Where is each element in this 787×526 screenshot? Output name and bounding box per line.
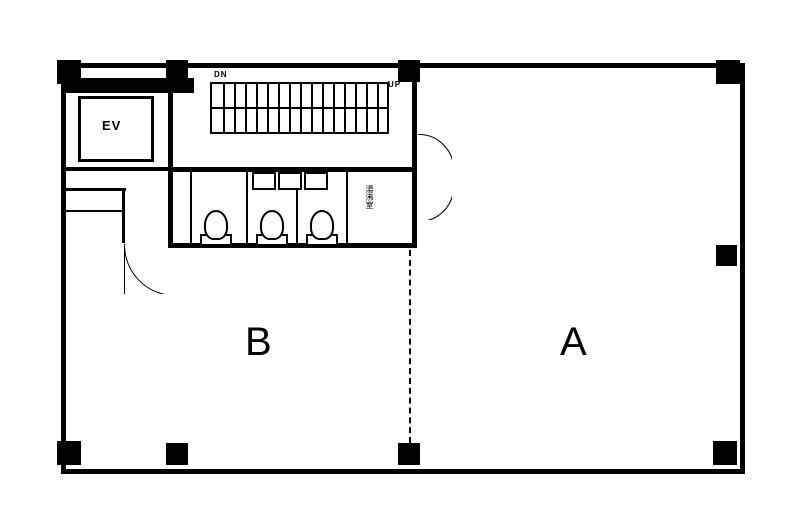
inner-wall	[66, 210, 124, 212]
partition	[190, 171, 192, 245]
stairs	[210, 82, 389, 134]
column	[166, 60, 188, 82]
column	[713, 441, 737, 465]
column	[716, 245, 737, 266]
column	[716, 60, 740, 84]
inner-wall	[412, 68, 417, 248]
floorplan-stage: EV UP DN 湯沸室	[0, 0, 787, 526]
inner-wall	[168, 80, 173, 248]
sink	[252, 172, 276, 190]
sink	[304, 172, 328, 190]
column	[57, 441, 81, 465]
column	[166, 443, 188, 465]
inner-wall	[66, 167, 176, 171]
column	[398, 443, 420, 465]
elevator-label: EV	[102, 118, 121, 133]
door-arc	[418, 134, 452, 168]
zone-divider	[409, 250, 411, 443]
column	[57, 60, 81, 84]
room-label-a: A	[560, 320, 587, 365]
door-arc	[418, 186, 452, 220]
kitchenette-label: 湯沸室	[364, 185, 375, 209]
partition	[246, 171, 248, 245]
stair-dn-label: DN	[214, 70, 228, 79]
inner-wall	[122, 188, 125, 243]
inner-wall	[66, 188, 126, 191]
partition	[346, 171, 348, 245]
sink	[278, 172, 302, 190]
door-arc	[124, 244, 174, 294]
room-label-b: B	[245, 320, 272, 365]
stair-up-label: UP	[388, 80, 401, 89]
